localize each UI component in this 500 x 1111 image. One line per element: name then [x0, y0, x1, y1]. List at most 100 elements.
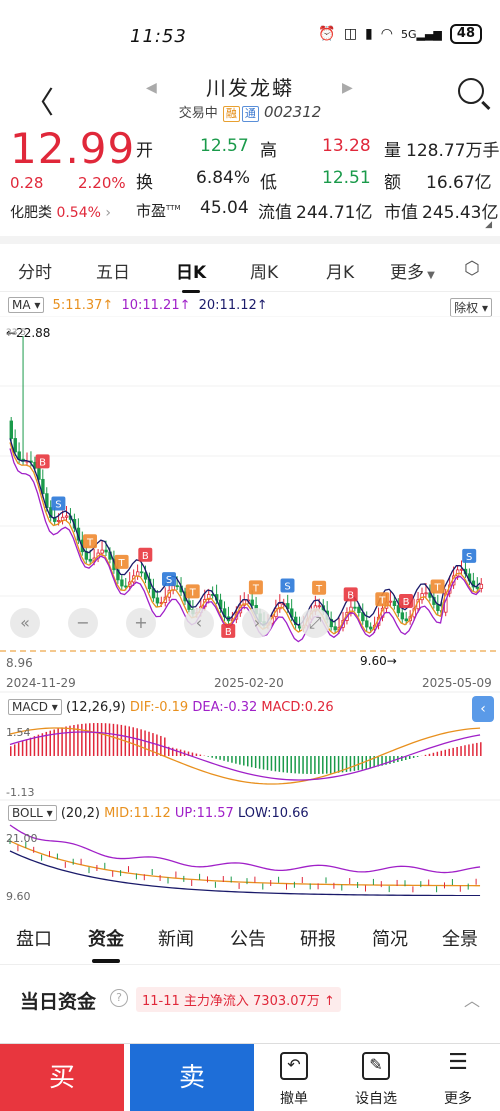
macd-bar: [341, 756, 344, 773]
trade-marker-label: S: [55, 499, 61, 510]
candle-body: [250, 599, 254, 606]
macd-bar: [452, 747, 454, 756]
macd-bar: [424, 754, 427, 756]
macd-bar: [254, 756, 257, 768]
trade-marker-label: T: [315, 584, 323, 595]
tab-yanbao[interactable]: 研报: [300, 929, 336, 950]
candle-body: [100, 549, 104, 554]
high-label: 高: [260, 141, 277, 161]
candle-body: [88, 558, 92, 562]
tab-jiankuang[interactable]: 简况: [372, 929, 408, 950]
collapse-panel-icon[interactable]: ‹: [472, 696, 494, 722]
macd-bar: [61, 727, 63, 756]
macd-bar: [128, 726, 130, 756]
tab-weekly-k[interactable]: 周K: [250, 263, 279, 283]
search-icon[interactable]: [458, 78, 484, 104]
trade-marker-label: B: [347, 590, 354, 601]
candle-body: [49, 507, 53, 518]
sell-button[interactable]: 卖: [130, 1044, 254, 1111]
period-tabs: 分时 五日 日K 周K 月K 更多 ▼ ⬡: [0, 246, 500, 293]
help-icon[interactable]: ?: [110, 989, 128, 1007]
ma20-line: [9, 438, 481, 627]
low-marker: 9.60→: [360, 654, 397, 668]
trade-marker-label: T: [118, 558, 126, 569]
tab-quanjing[interactable]: 全景: [442, 929, 478, 950]
tab-monthly-k[interactable]: 月K: [326, 263, 355, 283]
macd-bar: [199, 754, 202, 756]
candle-body: [13, 438, 17, 453]
candle-body: [479, 583, 484, 589]
macd-selector[interactable]: MACD ▾: [8, 699, 62, 715]
cancel-order-button[interactable]: ↶ 撤单: [254, 1044, 334, 1111]
trade-marker-label: S: [466, 552, 472, 563]
zoom-out-icon[interactable]: −: [68, 608, 98, 638]
prev-stock-icon[interactable]: ◀: [146, 80, 157, 96]
settings-hexagon-icon[interactable]: ⬡: [464, 258, 480, 279]
macd-bar: [428, 753, 431, 756]
ma10-line: [9, 448, 481, 643]
macd-bar: [329, 756, 332, 774]
vibrate-icon: ▮: [365, 26, 373, 42]
macd-bar: [349, 756, 352, 772]
next-stock-icon[interactable]: ▶: [342, 80, 353, 96]
add-watchlist-button[interactable]: ✎ 设自选: [336, 1044, 416, 1111]
scroll-left-icon[interactable]: ‹: [184, 608, 214, 638]
macd-bar: [13, 744, 16, 756]
title-bar: 〈 ◀ 川发龙蟒 交易中 融通 002312 ▶: [0, 66, 500, 124]
expand-corner-icon[interactable]: ◢: [485, 220, 492, 230]
candle-body: [57, 520, 61, 522]
macd-bottom-label: -1.13: [6, 786, 35, 799]
turnover-label: 换: [136, 173, 153, 193]
macd-legend: MACD ▾ (12,26,9) DIF:-0.19 DEA:-0.32 MAC…: [8, 699, 334, 715]
low-value: 12.51: [322, 168, 371, 188]
zoom-in-icon[interactable]: +: [126, 608, 156, 638]
macd-bar: [357, 756, 360, 771]
macd-bar: [274, 756, 277, 772]
high-value: 13.28: [322, 136, 371, 156]
fullscreen-icon[interactable]: ⤢: [300, 608, 330, 638]
tab-wuri[interactable]: 五日: [96, 263, 130, 283]
macd-bar: [270, 756, 273, 771]
nfc-icon: ◫: [343, 26, 358, 42]
candle-body: [135, 571, 140, 577]
macd-bar: [191, 752, 194, 756]
trade-marker: [462, 548, 477, 563]
macd-bar: [258, 756, 261, 769]
fund-section[interactable]: 当日资金 ? 11-11 主力净流入 7303.07万 ↑ ︿: [0, 975, 500, 1023]
macd-top-label: 1.54: [6, 726, 31, 739]
macd-bar: [476, 742, 478, 756]
float-mv-value: 244.71亿: [296, 203, 373, 223]
collapse-chevron-icon[interactable]: ︿: [463, 991, 480, 1010]
tab-zijin[interactable]: 资金: [88, 925, 124, 963]
tab-daily-k[interactable]: 日K: [176, 258, 206, 293]
ma-selector[interactable]: MA ▾: [8, 297, 45, 313]
adjust-selector[interactable]: 除权 ▾: [450, 298, 492, 317]
candle-body: [400, 612, 405, 620]
open-label: 开: [136, 141, 153, 161]
macd-params: (12,26,9): [65, 700, 126, 715]
trade-marker: [114, 554, 129, 569]
boll-selector[interactable]: BOLL ▾: [8, 805, 57, 821]
tab-more[interactable]: 更多 ▼: [390, 263, 435, 283]
macd-bar: [148, 731, 150, 756]
trade-marker: [399, 593, 413, 608]
tab-xinwen[interactable]: 新闻: [158, 929, 194, 950]
back-icon[interactable]: 〈: [24, 86, 54, 121]
stock-code: 002312: [264, 103, 322, 121]
add-watchlist-label: 设自选: [355, 1091, 397, 1107]
tab-fenshi[interactable]: 分时: [18, 263, 52, 283]
sector-link[interactable]: 化肥类 0.54% ›: [10, 205, 111, 221]
more-button[interactable]: ☰ 更多: [418, 1044, 498, 1111]
trade-marker-label: B: [403, 597, 410, 608]
tab-pankou[interactable]: 盘口: [16, 929, 52, 950]
tab-gonggao[interactable]: 公告: [230, 929, 266, 950]
scroll-left-fast-icon[interactable]: «: [10, 608, 40, 638]
macd-bar: [345, 756, 348, 772]
macd-bar: [326, 756, 328, 774]
scroll-right-icon[interactable]: ›: [242, 608, 272, 638]
trade-marker-label: T: [252, 583, 260, 594]
buy-button[interactable]: 买: [0, 1044, 124, 1111]
trade-marker-label: T: [189, 587, 197, 598]
candle-body: [104, 549, 108, 553]
macd-bar: [480, 742, 482, 756]
